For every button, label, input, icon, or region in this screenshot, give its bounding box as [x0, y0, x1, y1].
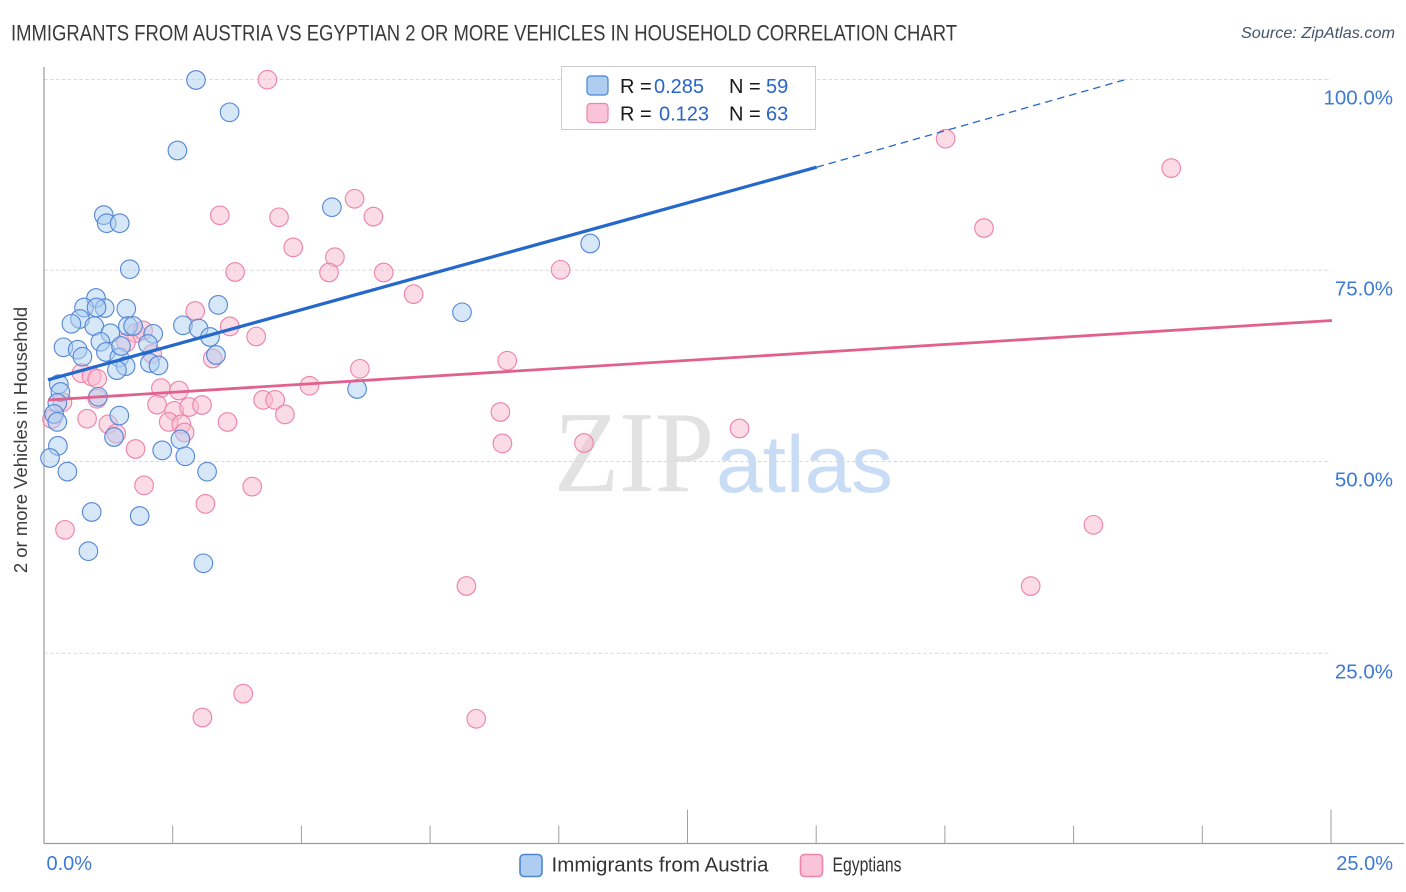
svg-text:0.285: 0.285 [654, 76, 704, 98]
svg-text:2 or more Vehicles in Househol: 2 or more Vehicles in Household [10, 307, 31, 573]
svg-text:100.0%: 100.0% [1323, 87, 1393, 110]
svg-text:ZIP: ZIP [554, 389, 714, 517]
svg-text:75.0%: 75.0% [1335, 278, 1393, 301]
svg-text:63: 63 [766, 104, 788, 126]
svg-text:R =: R = [620, 76, 652, 98]
svg-text:59: 59 [766, 76, 788, 98]
svg-text:IMMIGRANTS FROM AUSTRIA VS EGY: IMMIGRANTS FROM AUSTRIA VS EGYPTIAN 2 OR… [11, 21, 957, 46]
svg-text:0.123: 0.123 [659, 104, 709, 126]
svg-text:0.0%: 0.0% [47, 853, 93, 875]
svg-text:R =: R = [620, 104, 652, 126]
svg-text:Egyptians: Egyptians [833, 855, 902, 877]
svg-text:N =: N = [729, 104, 761, 126]
svg-text:Immigrants from Austria: Immigrants from Austria [552, 855, 770, 877]
svg-text:50.0%: 50.0% [1335, 469, 1393, 492]
svg-text:Source: ZipAtlas.com: Source: ZipAtlas.com [1241, 25, 1395, 42]
svg-text:25.0%: 25.0% [1336, 853, 1393, 875]
svg-text:N =: N = [729, 76, 761, 98]
svg-text:25.0%: 25.0% [1335, 661, 1393, 684]
